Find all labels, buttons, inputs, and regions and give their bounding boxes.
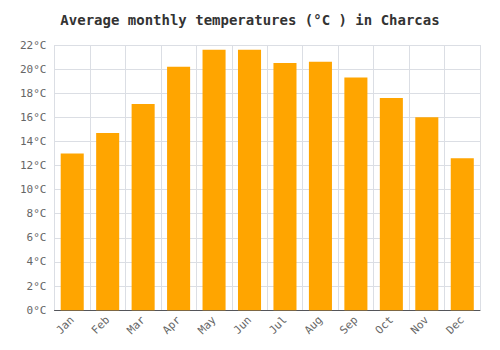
svg-text:Average monthly temperatures (: Average monthly temperatures (°C ) in Ch… bbox=[60, 12, 439, 28]
svg-text:Dec: Dec bbox=[444, 314, 467, 337]
svg-text:14°C: 14°C bbox=[20, 135, 47, 148]
svg-text:12°C: 12°C bbox=[20, 159, 47, 172]
svg-text:Jun: Jun bbox=[231, 314, 254, 337]
svg-text:Aug: Aug bbox=[302, 314, 325, 337]
svg-text:8°C: 8°C bbox=[27, 207, 47, 220]
svg-text:0°C: 0°C bbox=[27, 304, 47, 317]
svg-text:Sep: Sep bbox=[337, 314, 360, 337]
svg-text:10°C: 10°C bbox=[20, 183, 47, 196]
svg-text:Nov: Nov bbox=[408, 313, 431, 336]
svg-text:6°C: 6°C bbox=[27, 231, 47, 244]
svg-text:Feb: Feb bbox=[89, 314, 112, 337]
svg-text:2°C: 2°C bbox=[27, 280, 47, 293]
svg-text:22°C: 22°C bbox=[20, 39, 47, 52]
svg-text:May: May bbox=[195, 313, 218, 336]
svg-text:Jan: Jan bbox=[54, 314, 77, 337]
svg-text:Jul: Jul bbox=[266, 314, 289, 337]
svg-text:Mar: Mar bbox=[125, 313, 148, 336]
svg-text:20°C: 20°C bbox=[20, 63, 47, 76]
svg-text:16°C: 16°C bbox=[20, 111, 47, 124]
svg-text:18°C: 18°C bbox=[20, 87, 47, 100]
svg-text:Oct: Oct bbox=[373, 314, 396, 337]
svg-text:Apr: Apr bbox=[160, 313, 183, 336]
svg-text:4°C: 4°C bbox=[27, 255, 47, 268]
